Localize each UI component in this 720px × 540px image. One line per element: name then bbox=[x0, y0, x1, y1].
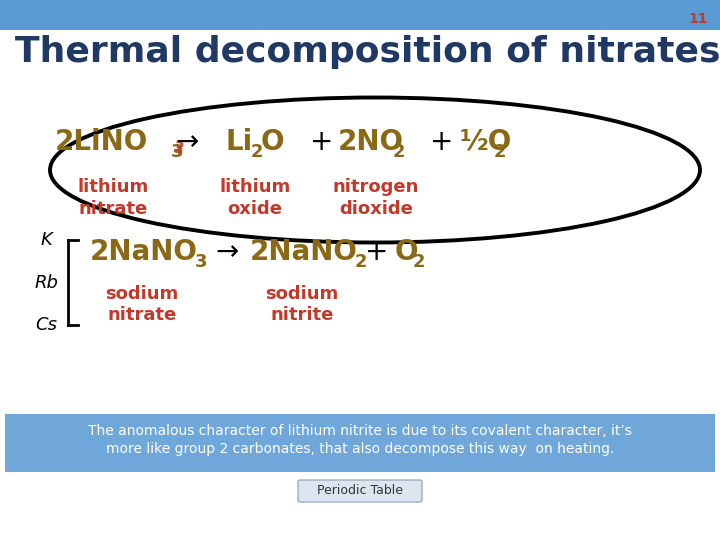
FancyBboxPatch shape bbox=[298, 480, 422, 502]
Text: nitrogen
dioxide: nitrogen dioxide bbox=[333, 178, 419, 218]
Text: 2LiNO: 2LiNO bbox=[55, 128, 148, 156]
Text: Rb: Rb bbox=[34, 273, 58, 292]
Text: →: → bbox=[215, 238, 238, 266]
Bar bbox=[5, 414, 715, 472]
Text: sodium
nitrate: sodium nitrate bbox=[105, 285, 179, 325]
Text: →: → bbox=[175, 128, 198, 156]
Text: 3: 3 bbox=[171, 141, 185, 158]
Text: lithium
nitrate: lithium nitrate bbox=[77, 178, 148, 218]
Text: Thermal decomposition of nitrates: Thermal decomposition of nitrates bbox=[15, 35, 720, 69]
Text: 2NaNO: 2NaNO bbox=[90, 238, 198, 266]
Text: 3: 3 bbox=[195, 253, 207, 271]
Text: O: O bbox=[261, 128, 284, 156]
Text: Periodic Table: Periodic Table bbox=[317, 484, 403, 497]
Text: 2NaNO: 2NaNO bbox=[250, 238, 358, 266]
Text: K: K bbox=[40, 231, 52, 249]
Text: lithium
oxide: lithium oxide bbox=[220, 178, 291, 218]
Text: O: O bbox=[395, 238, 418, 266]
Text: +: + bbox=[365, 238, 388, 266]
Text: 2NO: 2NO bbox=[338, 128, 404, 156]
Text: 11: 11 bbox=[688, 12, 708, 26]
Text: The anomalous character of lithium nitrite is due to its covalent character, it’: The anomalous character of lithium nitri… bbox=[88, 424, 632, 456]
Text: Cs: Cs bbox=[35, 316, 57, 334]
Text: 2: 2 bbox=[393, 143, 405, 161]
Text: 2: 2 bbox=[251, 143, 264, 161]
Text: 2: 2 bbox=[413, 253, 426, 271]
Text: +: + bbox=[430, 128, 454, 156]
Text: ½O: ½O bbox=[460, 128, 512, 156]
Text: Li: Li bbox=[225, 128, 252, 156]
Bar bbox=[0, 0, 720, 30]
Text: 2: 2 bbox=[355, 253, 367, 271]
Text: +: + bbox=[310, 128, 333, 156]
Text: 3: 3 bbox=[171, 143, 184, 161]
Text: 2: 2 bbox=[494, 143, 506, 161]
Text: sodium
nitrite: sodium nitrite bbox=[266, 285, 338, 325]
